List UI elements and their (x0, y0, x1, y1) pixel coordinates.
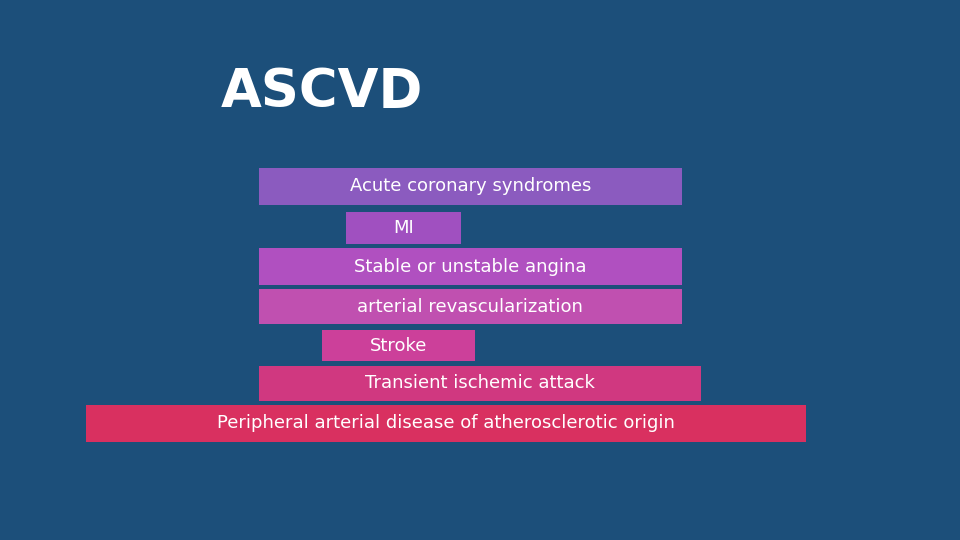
Text: ASCVD: ASCVD (221, 66, 422, 118)
Text: Acute coronary syndromes: Acute coronary syndromes (349, 177, 591, 195)
Text: Peripheral arterial disease of atherosclerotic origin: Peripheral arterial disease of atheroscl… (218, 414, 675, 433)
Text: Transient ischemic attack: Transient ischemic attack (365, 374, 595, 393)
FancyBboxPatch shape (259, 168, 682, 205)
FancyBboxPatch shape (259, 366, 701, 401)
Text: MI: MI (393, 219, 414, 237)
FancyBboxPatch shape (322, 330, 475, 361)
FancyBboxPatch shape (346, 212, 461, 244)
FancyBboxPatch shape (259, 248, 682, 285)
FancyBboxPatch shape (86, 405, 806, 442)
Text: Stroke: Stroke (370, 336, 427, 355)
Text: arterial revascularization: arterial revascularization (357, 298, 584, 316)
FancyBboxPatch shape (259, 289, 682, 324)
Text: Stable or unstable angina: Stable or unstable angina (354, 258, 587, 276)
